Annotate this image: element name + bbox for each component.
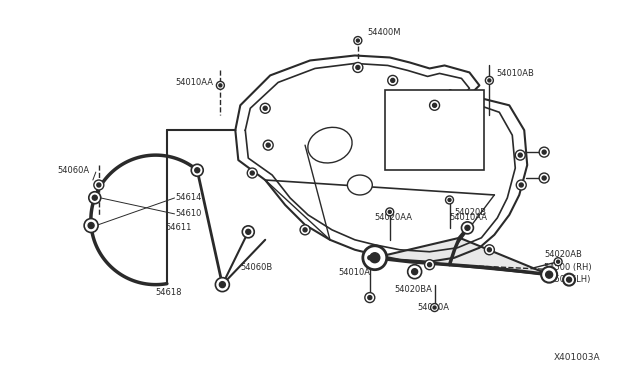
Circle shape bbox=[388, 76, 397, 86]
Circle shape bbox=[353, 62, 363, 73]
FancyBboxPatch shape bbox=[385, 90, 484, 170]
Circle shape bbox=[263, 106, 267, 110]
Circle shape bbox=[191, 164, 204, 176]
Circle shape bbox=[94, 180, 104, 190]
Text: 54010AA: 54010AA bbox=[449, 214, 488, 222]
Circle shape bbox=[542, 176, 546, 180]
Circle shape bbox=[431, 304, 438, 311]
Circle shape bbox=[84, 218, 98, 232]
Text: 54020AA: 54020AA bbox=[375, 214, 413, 222]
Circle shape bbox=[408, 265, 422, 279]
Circle shape bbox=[368, 256, 372, 260]
Text: 54618: 54618 bbox=[156, 288, 182, 297]
Circle shape bbox=[243, 226, 254, 238]
Circle shape bbox=[354, 36, 362, 45]
Circle shape bbox=[557, 260, 559, 263]
Circle shape bbox=[368, 296, 372, 299]
Circle shape bbox=[546, 271, 552, 278]
Circle shape bbox=[195, 168, 200, 173]
Circle shape bbox=[424, 260, 435, 270]
Circle shape bbox=[461, 222, 474, 234]
Circle shape bbox=[92, 195, 97, 200]
Text: 54614: 54614 bbox=[175, 193, 202, 202]
Text: 54010AA: 54010AA bbox=[175, 78, 214, 87]
Text: 54010AB: 54010AB bbox=[497, 69, 534, 78]
Circle shape bbox=[263, 140, 273, 150]
Circle shape bbox=[563, 274, 575, 286]
Circle shape bbox=[247, 168, 257, 178]
Circle shape bbox=[539, 173, 549, 183]
Text: 54501 (LH): 54501 (LH) bbox=[544, 275, 591, 284]
Circle shape bbox=[519, 183, 524, 187]
Circle shape bbox=[448, 198, 451, 202]
Circle shape bbox=[539, 147, 549, 157]
Text: 54060B: 54060B bbox=[240, 263, 273, 272]
Circle shape bbox=[370, 253, 380, 263]
Text: 54611: 54611 bbox=[166, 223, 192, 232]
Circle shape bbox=[518, 153, 522, 157]
Circle shape bbox=[429, 100, 440, 110]
Circle shape bbox=[220, 282, 225, 288]
Circle shape bbox=[488, 79, 491, 82]
Circle shape bbox=[219, 84, 222, 87]
Circle shape bbox=[363, 246, 387, 270]
Circle shape bbox=[433, 103, 436, 107]
Text: 54020BA: 54020BA bbox=[395, 285, 433, 294]
Circle shape bbox=[428, 263, 431, 267]
Text: X401003A: X401003A bbox=[554, 353, 601, 362]
Circle shape bbox=[356, 65, 360, 70]
Circle shape bbox=[542, 150, 546, 154]
Circle shape bbox=[260, 103, 270, 113]
Text: 54020AB: 54020AB bbox=[544, 250, 582, 259]
Circle shape bbox=[88, 222, 94, 228]
Circle shape bbox=[97, 183, 101, 187]
Circle shape bbox=[246, 229, 251, 234]
Polygon shape bbox=[375, 238, 549, 275]
Circle shape bbox=[89, 192, 100, 204]
Circle shape bbox=[266, 143, 270, 147]
Circle shape bbox=[216, 278, 229, 292]
Text: 54020A: 54020A bbox=[418, 303, 450, 312]
Text: 54400M: 54400M bbox=[368, 28, 401, 37]
Circle shape bbox=[554, 258, 562, 266]
Circle shape bbox=[484, 245, 494, 255]
Ellipse shape bbox=[348, 175, 372, 195]
Circle shape bbox=[388, 211, 391, 214]
Circle shape bbox=[303, 228, 307, 232]
Circle shape bbox=[250, 171, 254, 175]
Text: 54610: 54610 bbox=[175, 209, 202, 218]
Text: 54060A: 54060A bbox=[57, 166, 89, 174]
Circle shape bbox=[386, 208, 394, 216]
Circle shape bbox=[488, 248, 492, 252]
Circle shape bbox=[485, 76, 493, 84]
Circle shape bbox=[365, 293, 375, 302]
Text: 54020B: 54020B bbox=[454, 208, 486, 217]
Circle shape bbox=[516, 180, 526, 190]
Circle shape bbox=[515, 150, 525, 160]
Circle shape bbox=[566, 277, 572, 282]
Circle shape bbox=[216, 81, 225, 89]
Text: 54010A: 54010A bbox=[338, 268, 370, 277]
Circle shape bbox=[433, 306, 436, 309]
Circle shape bbox=[412, 269, 418, 275]
Circle shape bbox=[356, 39, 359, 42]
Circle shape bbox=[465, 225, 470, 230]
Text: 54500 (RH): 54500 (RH) bbox=[544, 263, 592, 272]
Circle shape bbox=[541, 267, 557, 283]
Circle shape bbox=[300, 225, 310, 235]
Circle shape bbox=[365, 253, 375, 263]
Circle shape bbox=[445, 196, 454, 204]
Ellipse shape bbox=[308, 127, 352, 163]
Circle shape bbox=[391, 78, 395, 82]
